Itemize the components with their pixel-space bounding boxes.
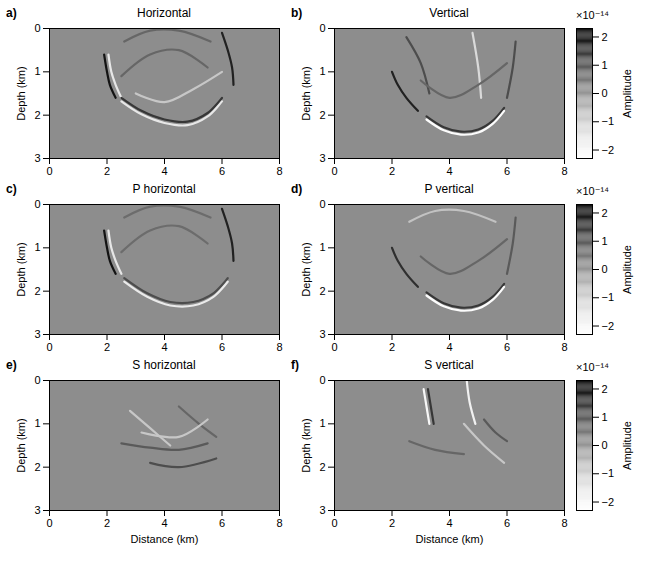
svg-text:−2: −2 bbox=[602, 144, 615, 156]
svg-text:2: 2 bbox=[602, 206, 608, 218]
svg-text:0: 0 bbox=[46, 165, 52, 177]
svg-text:−2: −2 bbox=[602, 496, 615, 508]
svg-text:−2: −2 bbox=[602, 320, 615, 332]
svg-text:0: 0 bbox=[34, 198, 40, 210]
svg-text:2: 2 bbox=[319, 109, 325, 121]
svg-text:2: 2 bbox=[34, 285, 40, 297]
svg-text:Distance (km): Distance (km) bbox=[131, 533, 199, 545]
svg-text:8: 8 bbox=[561, 165, 567, 177]
svg-text:2: 2 bbox=[602, 382, 608, 394]
html-text:S vertical: S vertical bbox=[424, 358, 474, 372]
svg-text:3: 3 bbox=[34, 328, 40, 340]
svg-text:4: 4 bbox=[446, 341, 452, 353]
svg-text:8: 8 bbox=[276, 165, 282, 177]
svg-text:1: 1 bbox=[34, 65, 40, 77]
svg-text:Depth (km): Depth (km) bbox=[15, 418, 27, 472]
svg-text:−1: −1 bbox=[602, 467, 615, 479]
html-text:P vertical: P vertical bbox=[424, 182, 474, 196]
svg-text:8: 8 bbox=[561, 517, 567, 529]
svg-text:2: 2 bbox=[34, 109, 40, 121]
svg-text:1: 1 bbox=[319, 241, 325, 253]
svg-text:0: 0 bbox=[331, 165, 337, 177]
svg-text:Amplitude: Amplitude bbox=[621, 69, 633, 118]
svg-text:4: 4 bbox=[446, 517, 452, 529]
svg-text:0: 0 bbox=[602, 439, 608, 451]
svg-text:0: 0 bbox=[602, 87, 608, 99]
html-text:b): b) bbox=[291, 6, 303, 20]
html-text:e): e) bbox=[6, 358, 17, 372]
svg-text:0: 0 bbox=[34, 374, 40, 386]
svg-text:Distance (km): Distance (km) bbox=[416, 533, 484, 545]
svg-text:0: 0 bbox=[46, 517, 52, 529]
svg-text:−1: −1 bbox=[602, 115, 615, 127]
html-text:Horizontal: Horizontal bbox=[137, 6, 191, 20]
svg-text:6: 6 bbox=[504, 341, 510, 353]
svg-text:8: 8 bbox=[276, 341, 282, 353]
svg-text:2: 2 bbox=[389, 341, 395, 353]
svg-text:6: 6 bbox=[219, 341, 225, 353]
svg-text:4: 4 bbox=[161, 341, 167, 353]
html-text:Vertical: Vertical bbox=[429, 6, 469, 20]
svg-text:0: 0 bbox=[46, 341, 52, 353]
svg-text:Depth (km): Depth (km) bbox=[15, 66, 27, 120]
svg-text:0: 0 bbox=[331, 517, 337, 529]
html-text:×10⁻¹⁴: ×10⁻¹⁴ bbox=[576, 361, 609, 373]
svg-text:6: 6 bbox=[219, 165, 225, 177]
svg-text:Amplitude: Amplitude bbox=[621, 421, 633, 470]
svg-text:Depth (km): Depth (km) bbox=[300, 66, 312, 120]
html-text:a): a) bbox=[6, 6, 17, 20]
svg-text:3: 3 bbox=[319, 152, 325, 164]
svg-text:Depth (km): Depth (km) bbox=[15, 242, 27, 296]
svg-text:1: 1 bbox=[34, 417, 40, 429]
svg-text:1: 1 bbox=[602, 59, 608, 71]
svg-text:0: 0 bbox=[319, 22, 325, 34]
svg-text:0: 0 bbox=[319, 374, 325, 386]
svg-text:2: 2 bbox=[104, 517, 110, 529]
svg-text:2: 2 bbox=[319, 461, 325, 473]
svg-text:3: 3 bbox=[34, 152, 40, 164]
svg-text:2: 2 bbox=[319, 285, 325, 297]
svg-text:4: 4 bbox=[161, 517, 167, 529]
svg-text:2: 2 bbox=[34, 461, 40, 473]
svg-text:0: 0 bbox=[34, 22, 40, 34]
svg-text:1: 1 bbox=[34, 241, 40, 253]
svg-text:3: 3 bbox=[34, 504, 40, 516]
html-text:c): c) bbox=[6, 182, 17, 196]
svg-text:8: 8 bbox=[276, 517, 282, 529]
svg-text:1: 1 bbox=[602, 235, 608, 247]
svg-text:2: 2 bbox=[104, 165, 110, 177]
svg-text:2: 2 bbox=[389, 517, 395, 529]
svg-text:Depth (km): Depth (km) bbox=[300, 242, 312, 296]
svg-text:2: 2 bbox=[602, 30, 608, 42]
svg-text:1: 1 bbox=[319, 417, 325, 429]
svg-text:6: 6 bbox=[504, 165, 510, 177]
html-text:S horizontal: S horizontal bbox=[132, 358, 196, 372]
svg-text:2: 2 bbox=[104, 341, 110, 353]
svg-text:Depth (km): Depth (km) bbox=[300, 418, 312, 472]
svg-text:0: 0 bbox=[319, 198, 325, 210]
svg-text:−1: −1 bbox=[602, 291, 615, 303]
svg-text:8: 8 bbox=[561, 341, 567, 353]
svg-text:3: 3 bbox=[319, 328, 325, 340]
html-text:P horizontal: P horizontal bbox=[132, 182, 196, 196]
svg-text:6: 6 bbox=[219, 517, 225, 529]
svg-text:4: 4 bbox=[446, 165, 452, 177]
svg-text:2: 2 bbox=[389, 165, 395, 177]
html-text:f): f) bbox=[291, 358, 299, 372]
svg-text:4: 4 bbox=[161, 165, 167, 177]
html-text:×10⁻¹⁴: ×10⁻¹⁴ bbox=[576, 185, 609, 197]
svg-text:3: 3 bbox=[319, 504, 325, 516]
svg-text:0: 0 bbox=[602, 263, 608, 275]
svg-text:1: 1 bbox=[602, 411, 608, 423]
html-text:d): d) bbox=[291, 182, 303, 196]
svg-text:0: 0 bbox=[331, 341, 337, 353]
svg-text:1: 1 bbox=[319, 65, 325, 77]
svg-text:6: 6 bbox=[504, 517, 510, 529]
html-text:×10⁻¹⁴: ×10⁻¹⁴ bbox=[576, 9, 609, 21]
svg-text:Amplitude: Amplitude bbox=[621, 245, 633, 294]
